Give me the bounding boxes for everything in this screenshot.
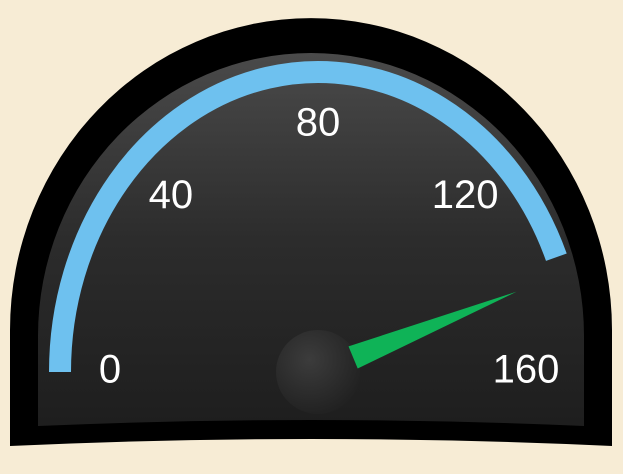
gauge-band bbox=[49, 61, 567, 373]
needle-hub bbox=[276, 330, 360, 414]
tick-label: 160 bbox=[493, 348, 560, 392]
tick-label: 80 bbox=[296, 101, 341, 145]
gauge-face bbox=[38, 53, 584, 426]
tick-label: 40 bbox=[149, 173, 194, 217]
gauge-layer: 0 40 80 120 160 bbox=[49, 61, 567, 414]
tick-label: 0 bbox=[99, 348, 121, 392]
needle bbox=[348, 291, 517, 369]
tick-label: 120 bbox=[432, 173, 499, 217]
